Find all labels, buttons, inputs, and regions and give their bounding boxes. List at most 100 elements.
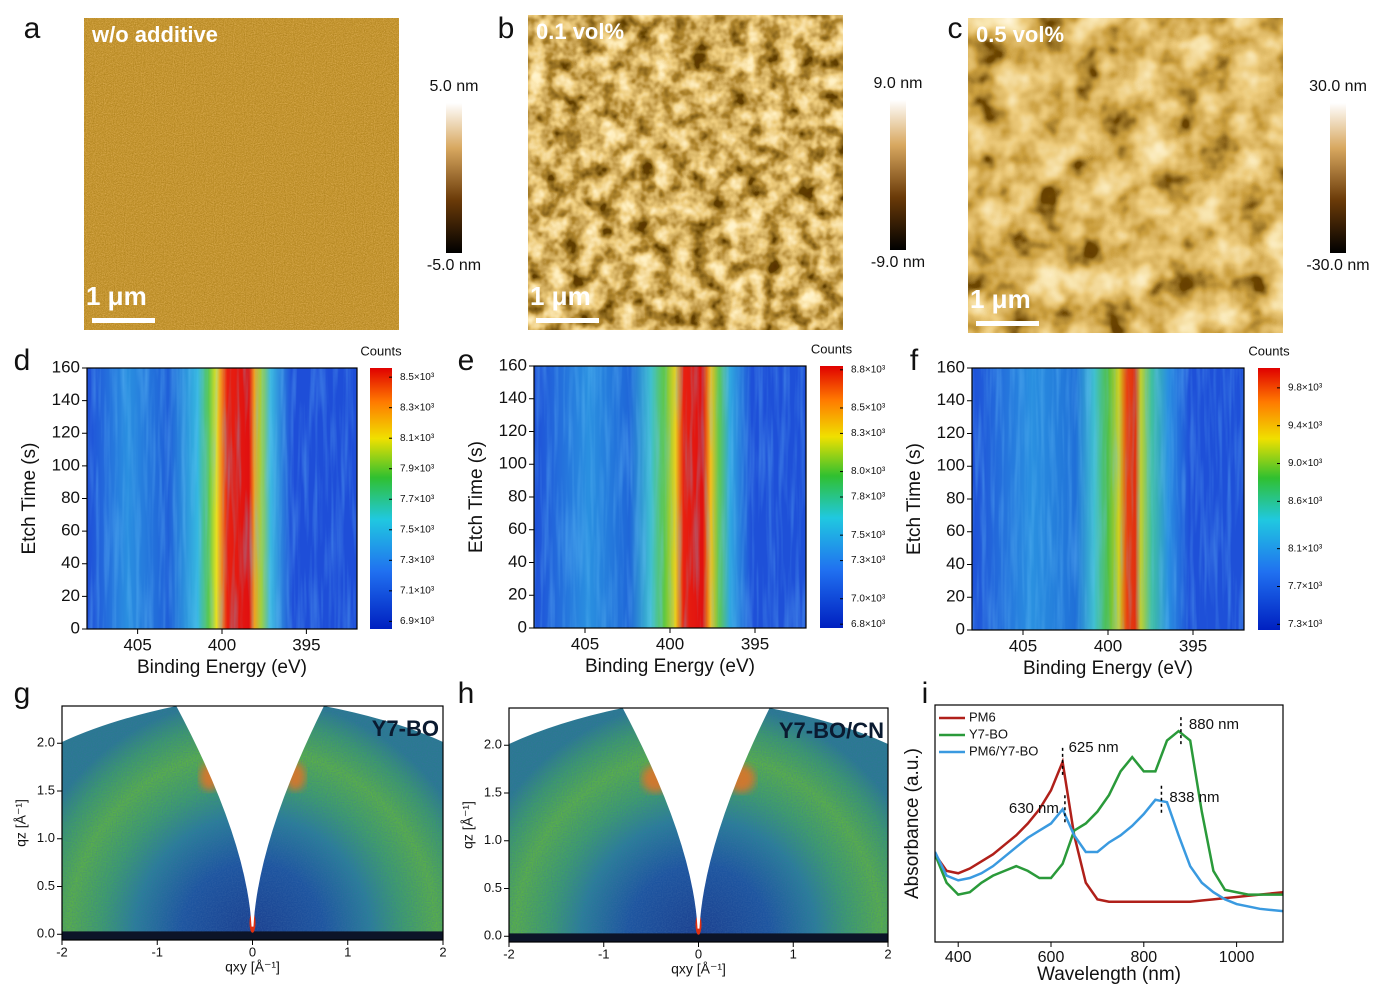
y-tick-label: 80 — [508, 486, 527, 505]
colorbar-tick-label: 8.6×10³ — [1288, 496, 1323, 507]
plot-frame — [934, 704, 1284, 943]
y-tick-label: 2.0 — [37, 735, 55, 750]
y-tick-label: 0.5 — [484, 880, 502, 895]
y-axis-label: Etch Time (s) — [466, 441, 487, 553]
y-tick-label: 0.0 — [484, 928, 502, 943]
plot-area — [509, 708, 888, 942]
colorbar — [1330, 103, 1346, 253]
y-tick-label: 160 — [937, 357, 965, 376]
sample-label: 0.1 vol% — [536, 19, 624, 44]
plot-area — [87, 368, 357, 629]
y-tick-label: 2.0 — [484, 737, 502, 752]
colorbar-tick-label: 7.1×10³ — [400, 585, 435, 596]
sample-label: Y7-BO/CN — [779, 718, 884, 743]
scale-bar-label: 1 μm — [530, 281, 591, 311]
y-tick-label: 140 — [937, 390, 965, 409]
x-tick-label: -2 — [56, 944, 68, 959]
colorbar-tick-label: 9.0×10³ — [1288, 458, 1323, 469]
scale-bar — [92, 318, 155, 323]
panel-letter: h — [458, 677, 475, 710]
colorbar-tick-label: 8.3×10³ — [851, 428, 886, 439]
x-tick-label: -1 — [151, 944, 163, 959]
heatmap-texture — [534, 366, 806, 628]
y-tick-label: 80 — [61, 488, 80, 507]
panel-letter: b — [498, 12, 515, 45]
x-tick-label: 400 — [945, 949, 972, 966]
colorbar-title: Counts — [1248, 343, 1290, 358]
missing-wedge — [176, 706, 324, 927]
plot-area — [62, 706, 443, 940]
y-tick-label: 80 — [946, 488, 965, 507]
panel-letter: f — [910, 344, 919, 377]
x-tick-label: 400 — [208, 635, 236, 654]
x-tick-label: 2 — [439, 944, 446, 959]
colorbar-title: Counts — [811, 341, 853, 356]
colorbar — [890, 100, 906, 250]
y-tick-label: 160 — [499, 355, 527, 374]
y-tick-label: 120 — [52, 423, 80, 442]
y-tick-label: 20 — [61, 586, 80, 605]
colorbar-tick-label: 8.3×10³ — [400, 402, 435, 413]
line-series — [935, 729, 1283, 896]
colorbar-tick-label: 8.1×10³ — [400, 433, 435, 444]
colorbar-tick-label: 7.7×10³ — [1288, 581, 1323, 592]
colorbar — [370, 368, 392, 629]
y-tick-label: 140 — [52, 390, 80, 409]
scale-bar — [536, 318, 599, 323]
colorbar-tick-label: 7.3×10³ — [851, 555, 886, 566]
missing-corner — [323, 706, 443, 742]
y-tick-label: 140 — [499, 388, 527, 407]
x-tick-label: 405 — [571, 634, 599, 653]
y-tick-label: 120 — [499, 421, 527, 440]
panel-letter: i — [922, 677, 929, 710]
x-axis-label: Binding Energy (eV) — [585, 656, 755, 677]
x-axis-label: Binding Energy (eV) — [1023, 658, 1193, 679]
colorbar-max: 30.0 nm — [1309, 78, 1367, 95]
panel-letter: c — [948, 12, 963, 45]
x-tick-label: 395 — [741, 634, 769, 653]
legend-label: Y7-BO — [969, 726, 1008, 741]
y-tick-label: 20 — [946, 587, 965, 606]
colorbar-tick-label: 7.3×10³ — [400, 555, 435, 566]
scale-bar — [976, 321, 1039, 326]
colorbar-tick-label: 6.8×10³ — [851, 619, 886, 630]
panel-letter: d — [14, 344, 31, 377]
legend-label: PM6 — [969, 709, 996, 724]
y-tick-label: 1.5 — [37, 782, 55, 797]
y-tick-label: 40 — [946, 554, 965, 573]
annotation: 880 nm — [1189, 716, 1239, 733]
y-tick-label: 0.0 — [37, 926, 55, 941]
heatmap-texture — [87, 368, 357, 629]
x-axis-label: Wavelength (nm) — [1037, 964, 1181, 985]
y-tick-label: 100 — [937, 456, 965, 475]
colorbar-tick-label: 7.0×10³ — [851, 593, 886, 604]
y-tick-label: 0 — [956, 619, 965, 638]
missing-corner — [62, 706, 177, 742]
colorbar — [1258, 368, 1280, 630]
x-tick-label: 1 — [790, 946, 797, 961]
colorbar-min: -9.0 nm — [871, 254, 925, 271]
y-axis-label: qz [Å⁻¹] — [13, 799, 29, 847]
x-tick-label: 0 — [249, 944, 256, 959]
y-tick-label: 1.5 — [484, 784, 502, 799]
afm-image — [968, 18, 1283, 333]
beamstop-strip — [62, 931, 443, 940]
sample-label: w/o additive — [91, 22, 218, 47]
colorbar — [820, 366, 843, 628]
colorbar-tick-label: 9.4×10³ — [1288, 420, 1323, 431]
sample-label: 0.5 vol% — [976, 22, 1064, 47]
y-tick-label: 100 — [52, 455, 80, 474]
y-axis-label: qz [Å⁻¹] — [460, 801, 476, 849]
panel-letter: g — [14, 677, 31, 710]
missing-wedge — [622, 708, 770, 929]
y-tick-label: 120 — [937, 423, 965, 442]
y-tick-label: 20 — [508, 585, 527, 604]
y-axis-label: Absorbance (a.u.) — [902, 748, 923, 899]
y-tick-label: 40 — [61, 553, 80, 572]
y-tick-label: 0.5 — [37, 878, 55, 893]
panel-letter: a — [24, 12, 41, 45]
afm-image — [84, 18, 399, 330]
line-series — [935, 798, 1283, 913]
x-tick-label: 395 — [292, 635, 320, 654]
